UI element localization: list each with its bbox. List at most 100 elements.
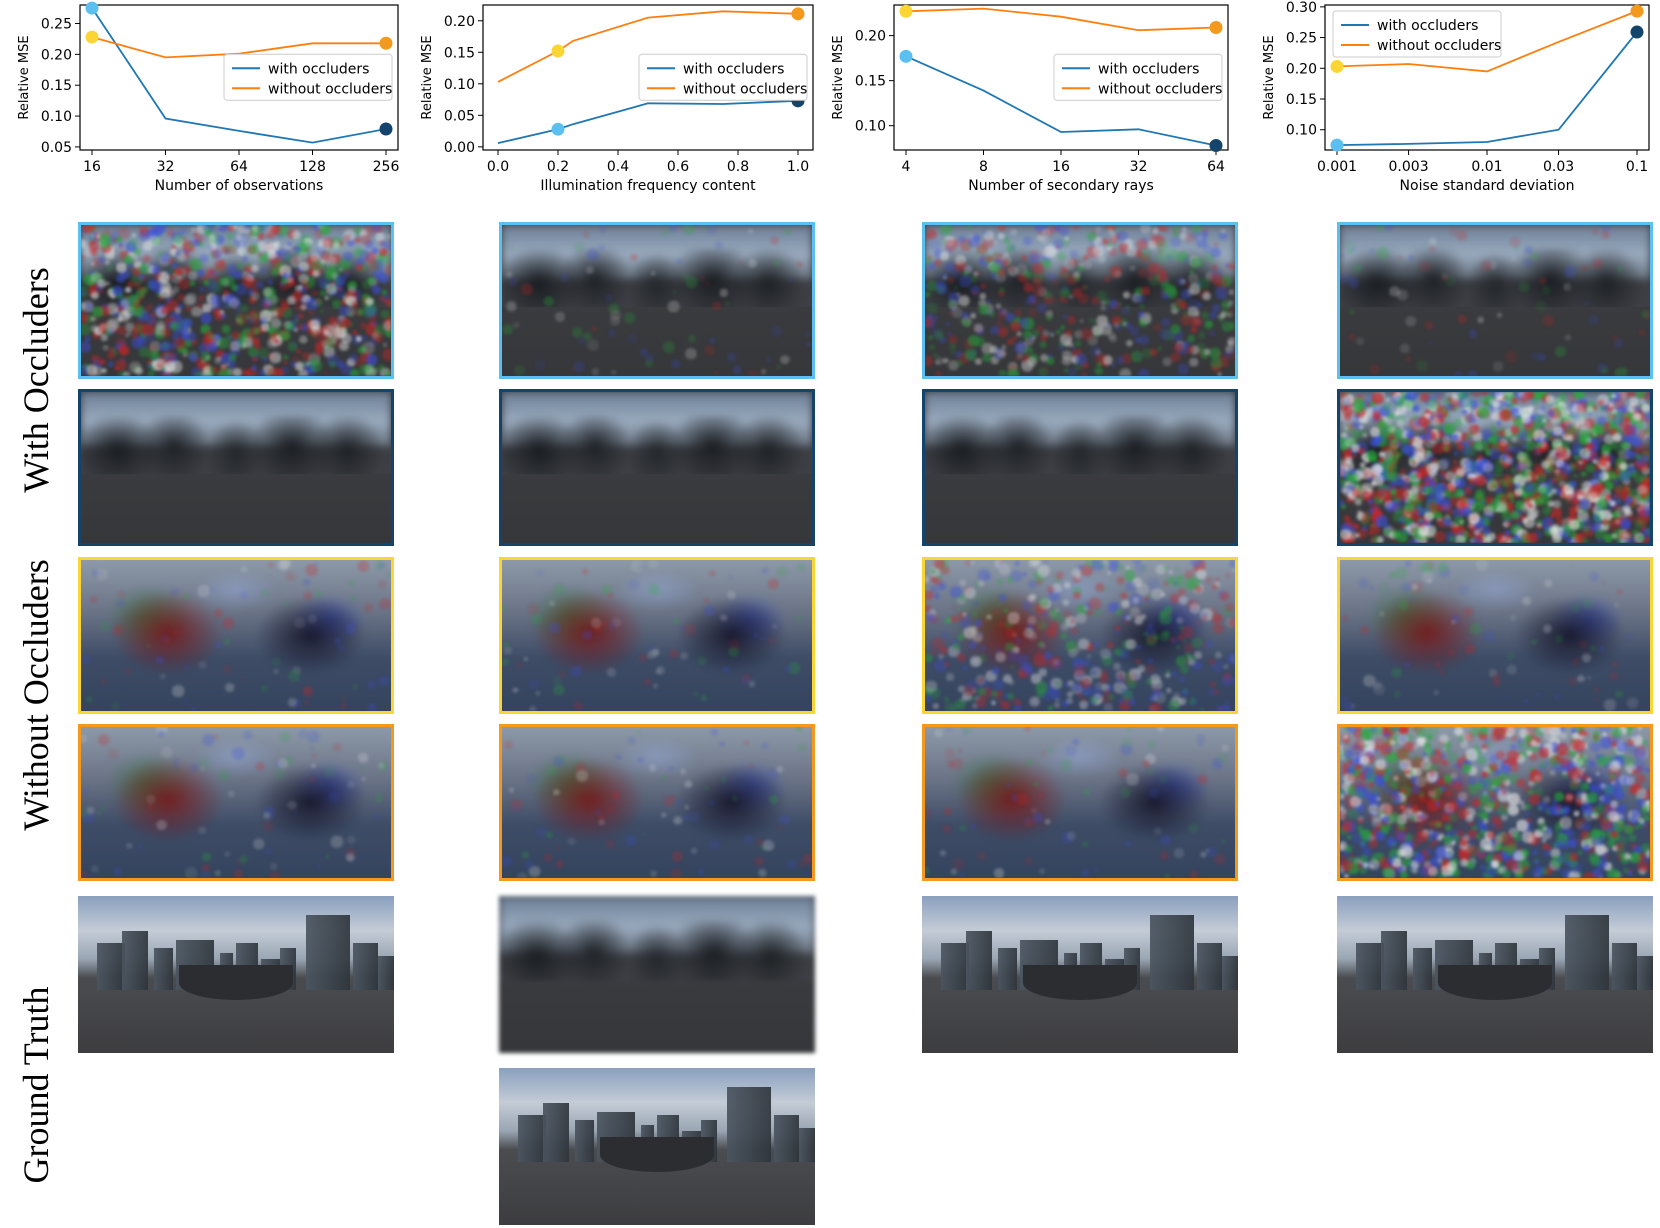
x-tick-label: 64: [230, 159, 248, 175]
tree-line: [502, 416, 812, 480]
building: [773, 1115, 800, 1163]
legend: with occluders without occluders: [1053, 53, 1223, 101]
legend-entry: with occluders: [1377, 18, 1478, 34]
x-tick-label: 256: [373, 159, 400, 175]
highlight-point: [1330, 59, 1344, 73]
y-tick-label: 0.30: [1286, 0, 1317, 16]
image-panel-gt-col3: [1337, 896, 1653, 1053]
city-skyline: [922, 896, 1238, 1053]
building: [940, 943, 970, 991]
highlight-point: [899, 4, 913, 18]
noise-texture: [1340, 392, 1650, 543]
building: [1611, 943, 1638, 991]
y-tick-label: 0.10: [855, 119, 886, 135]
x-axis-label: Number of secondary rays: [968, 178, 1154, 194]
x-tick-label: 32: [157, 159, 175, 175]
noise-texture: [925, 727, 1235, 878]
image-panel-without-low-col1: [499, 557, 815, 714]
ground-region: [502, 473, 812, 543]
y-tick-label: 0.20: [444, 14, 475, 30]
building: [1412, 947, 1432, 991]
chart-observations: 0.05 0.10 0.15 0.20 0.25 16 32 64 128 256 Number o…: [17, 1, 400, 194]
legend-entry: without occluders: [1377, 38, 1501, 54]
ground-region: [499, 980, 815, 1053]
y-tick-label: 0.05: [41, 140, 72, 156]
plaza-arc: [179, 965, 293, 1000]
city-skyline: [499, 1068, 815, 1225]
highlight-point: [1630, 25, 1644, 39]
y-axis-label: Relative MSE: [1262, 35, 1277, 119]
y-tick-label: 0.15: [444, 45, 475, 61]
legend-entry: without occluders: [268, 81, 392, 97]
x-tick-label: 0.03: [1543, 159, 1574, 175]
plaza-arc: [1023, 965, 1137, 1000]
image-panel-with-low-col1: [499, 222, 815, 379]
legend: with occluders without occluders: [1332, 10, 1502, 58]
x-tick-label: 16: [1052, 159, 1070, 175]
image-panel-with-high-col2: [922, 389, 1238, 546]
series-line: [1336, 10, 1638, 73]
image-panel-without-high-col3: [1337, 724, 1653, 881]
city-skyline: [78, 896, 394, 1053]
y-tick-label: 0.10: [444, 77, 475, 93]
highlight-point: [85, 1, 99, 15]
x-tick-label: 4: [902, 159, 911, 175]
image-panel-with-high-col0: [78, 389, 394, 546]
noise-texture: [1340, 225, 1650, 376]
noise-texture: [1340, 727, 1650, 878]
tree-line: [925, 416, 1235, 480]
noise-texture: [81, 560, 391, 711]
image-panel-without-high-col2: [922, 724, 1238, 881]
highlight-point: [379, 122, 393, 136]
y-tick-label: 0.15: [855, 74, 886, 90]
highlight-point: [85, 30, 99, 44]
plot-frame: [482, 4, 814, 151]
row-label-with-occluders: With Occluders: [16, 267, 56, 493]
y-tick-label: 0.20: [41, 47, 72, 63]
series-line: [497, 99, 799, 144]
building: [799, 1127, 815, 1163]
x-tick-label: 64: [1207, 159, 1225, 175]
y-tick-label: 0.10: [1286, 123, 1317, 139]
x-tick-label: 0.001: [1317, 159, 1357, 175]
legend-box: [1053, 53, 1223, 101]
image-panel-without-high-col0: [78, 724, 394, 881]
y-tick-label: 0.20: [1286, 61, 1317, 77]
building: [543, 1102, 569, 1163]
series-line: [1336, 31, 1638, 146]
highlight-point: [899, 49, 913, 63]
y-tick-label: 0.05: [444, 108, 475, 124]
legend: with occluders without occluders: [638, 53, 808, 101]
city-skyline: [1337, 896, 1653, 1053]
x-axis-label: Number of observations: [155, 178, 324, 194]
building: [378, 955, 394, 991]
image-panel-with-high-col1: [499, 389, 815, 546]
x-tick-label: 32: [1130, 159, 1148, 175]
building: [1564, 914, 1609, 991]
image-panel-gt2-col1: [499, 1068, 815, 1225]
row-label-without-occluders: Without Occluders: [16, 559, 56, 831]
noise-texture: [925, 560, 1235, 711]
building: [352, 943, 379, 991]
noise-texture: [502, 727, 812, 878]
legend-box: [1332, 10, 1502, 58]
image-panel-without-high-col1: [499, 724, 815, 881]
image-panel-gt-col1: [499, 896, 815, 1053]
x-tick-label: 1.0: [787, 159, 809, 175]
legend-entry: without occluders: [1098, 81, 1222, 97]
x-tick-label: 0.4: [607, 159, 629, 175]
building: [1196, 943, 1223, 991]
chart-secondary-rays: 0.10 0.15 0.20 4 8 16 32 64 Number of secondary …: [831, 4, 1229, 194]
highlight-point: [551, 44, 565, 58]
x-tick-label: 0.8: [727, 159, 749, 175]
image-panel-without-low-col0: [78, 557, 394, 714]
series-line: [91, 36, 386, 59]
y-tick-label: 0.25: [1286, 31, 1317, 47]
y-tick-label: 0.15: [1286, 92, 1317, 108]
highlight-point: [1209, 21, 1223, 35]
x-tick-label: 128: [299, 159, 326, 175]
chart-noise-std: 0.10 0.15 0.20 0.25 0.30 0.001 0.003 0.01 0.03 0.…: [1262, 0, 1650, 194]
noise-texture: [81, 727, 391, 878]
legend-box: [638, 53, 808, 101]
